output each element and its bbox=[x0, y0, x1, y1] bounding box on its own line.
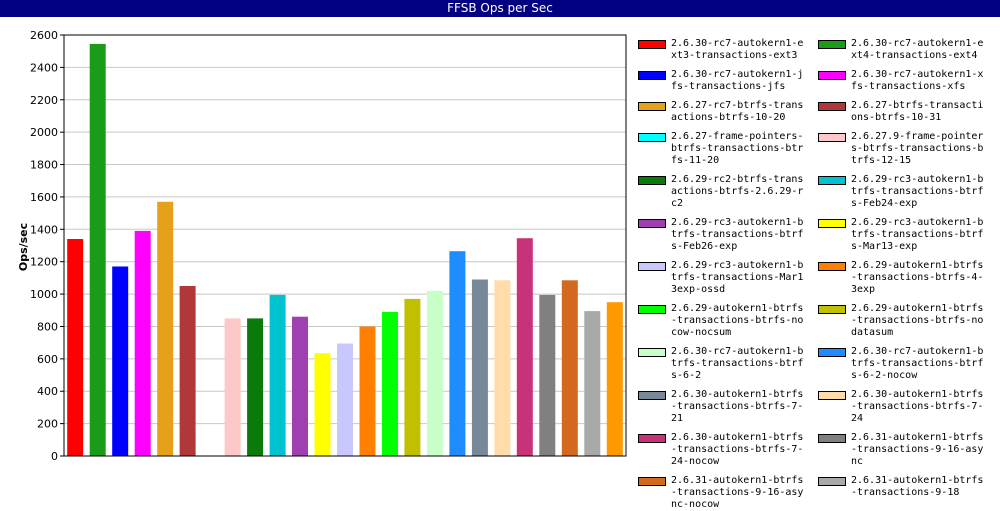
legend-swatch bbox=[638, 391, 666, 400]
legend-swatch bbox=[638, 434, 666, 443]
legend-swatch bbox=[818, 477, 846, 486]
y-tick-label: 400 bbox=[37, 385, 58, 398]
legend-label: 2.6.30-rc7-autokern1-ext4-transactions-e… bbox=[851, 38, 984, 61]
legend-swatch bbox=[638, 348, 666, 357]
y-tick-label: 1400 bbox=[30, 223, 58, 236]
bar bbox=[471, 279, 488, 456]
legend-label: 2.6.27.9-frame-pointers-btrfs-transactio… bbox=[851, 131, 984, 166]
bar bbox=[359, 326, 376, 456]
bar bbox=[426, 290, 443, 456]
legend-label: 2.6.29-autokern1-btrfs-transactions-btrf… bbox=[851, 260, 984, 295]
legend-label: 2.6.29-rc3-autokern1-btrfs-transactions-… bbox=[671, 260, 804, 295]
legend-label: 2.6.29-rc3-autokern1-btrfs-transactions-… bbox=[851, 217, 984, 252]
legend-swatch bbox=[638, 477, 666, 486]
legend-swatch bbox=[638, 262, 666, 271]
y-tick-label: 600 bbox=[37, 353, 58, 366]
bar bbox=[314, 353, 331, 456]
bar bbox=[516, 238, 533, 456]
legend-label: 2.6.29-rc2-btrfs-transactions-btrfs-2.6.… bbox=[671, 174, 804, 209]
y-tick-label: 200 bbox=[37, 418, 58, 431]
bar bbox=[247, 318, 264, 456]
legend-label: 2.6.29-autokern1-btrfs-transactions-btrf… bbox=[851, 303, 984, 338]
legend-swatch bbox=[818, 348, 846, 357]
chart-title: FFSB Ops per Sec bbox=[0, 0, 1000, 17]
y-tick-label: 2600 bbox=[30, 29, 58, 42]
legend-swatch bbox=[818, 219, 846, 228]
bar bbox=[584, 311, 601, 456]
legend-label: 2.6.30-rc7-autokern1-jfs-transactions-jf… bbox=[671, 69, 804, 92]
legend-label: 2.6.27-btrfs-transactions-btrfs-10-31 bbox=[851, 100, 984, 123]
legend-label: 2.6.29-autokern1-btrfs-transactions-btrf… bbox=[671, 303, 804, 338]
legend-swatch bbox=[818, 176, 846, 185]
legend-label: 2.6.30-rc7-autokern1-btrfs-transactions-… bbox=[851, 346, 984, 381]
y-tick-label: 0 bbox=[51, 450, 58, 463]
legend-swatch bbox=[818, 40, 846, 49]
y-tick-label: 1800 bbox=[30, 159, 58, 172]
y-tick-label: 2000 bbox=[30, 126, 58, 139]
y-tick-label: 2400 bbox=[30, 61, 58, 74]
y-tick-label: 800 bbox=[37, 320, 58, 333]
bar bbox=[539, 294, 556, 456]
plot-frame bbox=[63, 34, 627, 457]
legend-swatch bbox=[638, 176, 666, 185]
bar bbox=[337, 343, 353, 456]
legend: 2.6.30-rc7-autokern1-ext3-transactions-e… bbox=[626, 28, 1000, 510]
legend-swatch bbox=[818, 71, 846, 80]
bar bbox=[382, 311, 398, 456]
y-tick-label: 2200 bbox=[30, 94, 58, 107]
bar bbox=[67, 239, 84, 456]
legend-label: 2.6.29-rc3-autokern1-btrfs-transactions-… bbox=[851, 174, 984, 209]
bar bbox=[269, 294, 286, 456]
legend-swatch bbox=[638, 133, 666, 142]
legend-label: 2.6.31-autokern1-btrfs-transactions-9-18 bbox=[851, 475, 984, 498]
bar bbox=[404, 298, 421, 456]
bar bbox=[157, 201, 174, 456]
legend-label: 2.6.27-rc7-btrfs-transactions-btrfs-10-2… bbox=[671, 100, 804, 123]
legend-label: 2.6.30-autokern1-btrfs-transactions-btrf… bbox=[671, 432, 804, 467]
bar bbox=[179, 286, 196, 456]
legend-swatch bbox=[818, 391, 846, 400]
legend-label: 2.6.30-autokern1-btrfs-transactions-btrf… bbox=[851, 389, 984, 424]
y-tick-label: 1000 bbox=[30, 288, 58, 301]
bars bbox=[67, 43, 623, 457]
legend-label: 2.6.30-rc7-autokern1-ext3-transactions-e… bbox=[671, 38, 804, 61]
bar bbox=[606, 302, 623, 456]
legend-swatch bbox=[818, 434, 846, 443]
y-axis-label: Ops/sec bbox=[17, 223, 30, 271]
bar bbox=[112, 266, 129, 456]
legend-swatch bbox=[818, 262, 846, 271]
y-tick-label: 1600 bbox=[30, 191, 58, 204]
legend-swatch bbox=[638, 219, 666, 228]
legend-swatch bbox=[818, 102, 846, 111]
bar bbox=[89, 43, 106, 457]
legend-label: 2.6.27-frame-pointers-btrfs-transactions… bbox=[671, 131, 804, 166]
bar bbox=[224, 318, 241, 456]
legend-swatch bbox=[638, 305, 666, 314]
legend-swatch bbox=[818, 133, 846, 142]
legend-label: 2.6.30-rc7-autokern1-xfs-transactions-xf… bbox=[851, 69, 984, 92]
bar bbox=[292, 316, 308, 456]
legend-swatch bbox=[638, 40, 666, 49]
legend-label: 2.6.29-rc3-autokern1-btrfs-transactions-… bbox=[671, 217, 804, 252]
legend-label: 2.6.30-rc7-autokern1-btrfs-transactions-… bbox=[671, 346, 804, 381]
bar bbox=[449, 251, 466, 456]
legend-label: 2.6.30-autokern1-btrfs-transactions-btrf… bbox=[671, 389, 804, 424]
legend-label: 2.6.31-autokern1-btrfs-transactions-9-16… bbox=[671, 475, 804, 510]
legend-label: 2.6.31-autokern1-btrfs-transactions-9-16… bbox=[851, 432, 984, 467]
bar bbox=[561, 280, 578, 456]
legend-swatch bbox=[638, 71, 666, 80]
bar bbox=[494, 280, 511, 456]
legend-swatch bbox=[818, 305, 846, 314]
bar bbox=[134, 230, 151, 456]
y-tick-label: 1200 bbox=[30, 256, 58, 269]
legend-swatch bbox=[638, 102, 666, 111]
axes: 0 200 400 600 800 1000 1200 1400 1600 1800 2000 220… bbox=[30, 29, 627, 463]
